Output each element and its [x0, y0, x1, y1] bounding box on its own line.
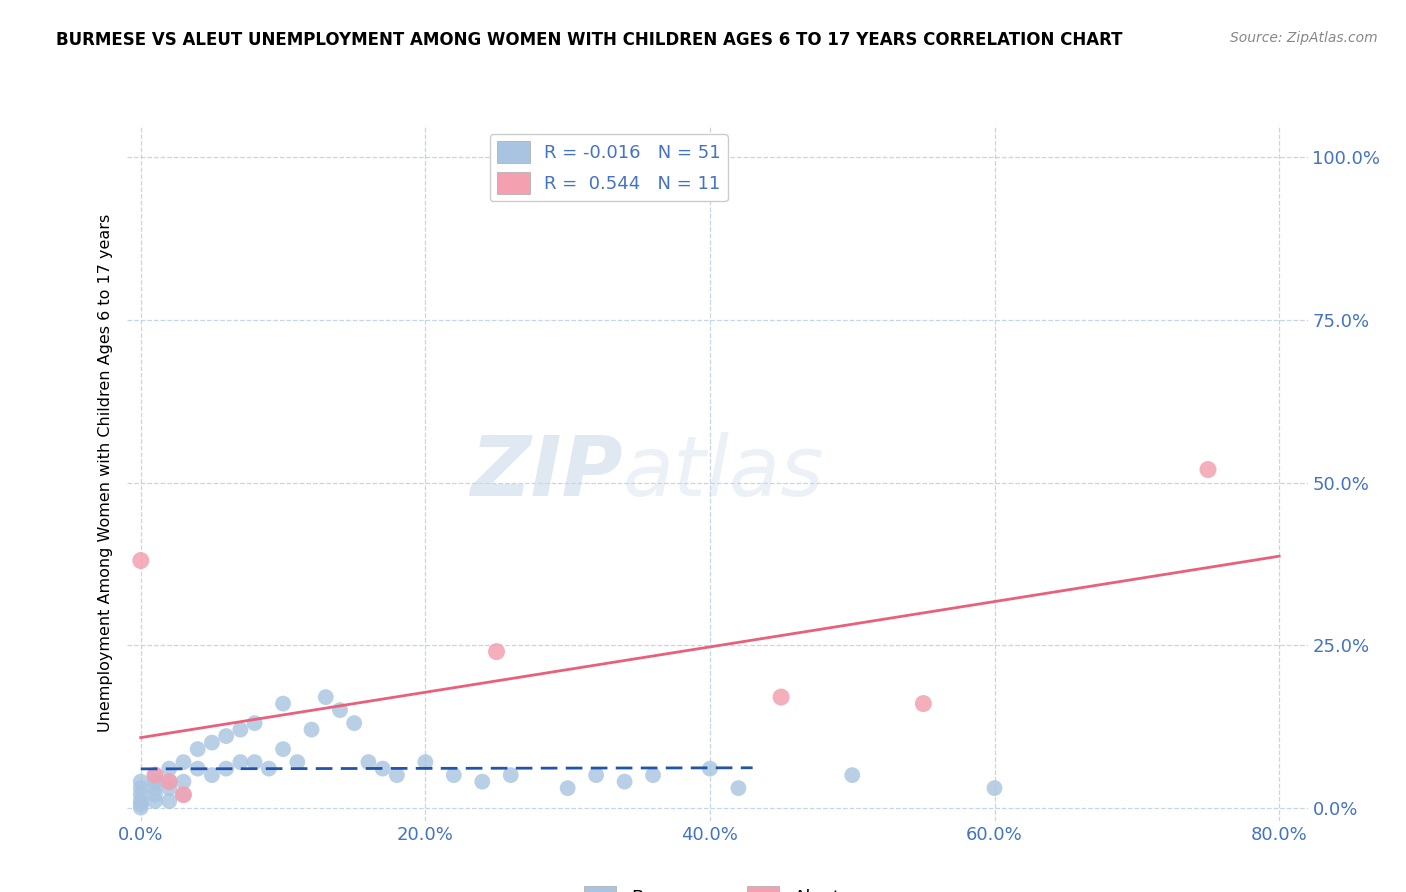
Text: ZIP: ZIP [470, 433, 623, 513]
Point [172, 788, 194, 802]
Text: Source: ZipAtlas.com: Source: ZipAtlas.com [1230, 31, 1378, 45]
Point [157, 781, 180, 796]
Point [285, 755, 308, 769]
Point [243, 755, 266, 769]
Point [315, 690, 337, 704]
Point [329, 703, 352, 717]
Point [143, 781, 166, 796]
Point [443, 768, 465, 782]
Point [271, 742, 294, 756]
Point [143, 774, 166, 789]
Point [357, 755, 380, 769]
Point [229, 723, 252, 737]
Point [215, 729, 238, 743]
Point [129, 781, 152, 796]
Text: BURMESE VS ALEUT UNEMPLOYMENT AMONG WOMEN WITH CHILDREN AGES 6 TO 17 YEARS CORRE: BURMESE VS ALEUT UNEMPLOYMENT AMONG WOME… [56, 31, 1123, 49]
Point [215, 762, 238, 776]
Point [912, 697, 935, 711]
Point [157, 774, 180, 789]
Point [187, 762, 209, 776]
Point [172, 774, 194, 789]
Point [157, 774, 180, 789]
Point [129, 800, 152, 814]
Point [471, 774, 494, 789]
Point [499, 768, 522, 782]
Point [983, 781, 1005, 796]
Point [157, 762, 180, 776]
Point [257, 762, 280, 776]
Y-axis label: Unemployment Among Women with Children Ages 6 to 17 years: Unemployment Among Women with Children A… [97, 214, 112, 731]
Point [143, 768, 166, 782]
Point [371, 762, 394, 776]
Point [301, 723, 323, 737]
Point [157, 794, 180, 808]
Point [485, 644, 508, 658]
Point [271, 697, 294, 711]
Point [172, 755, 194, 769]
Legend: Burmese, Aleuts: Burmese, Aleuts [576, 879, 858, 892]
Text: atlas: atlas [623, 433, 824, 513]
Point [129, 794, 152, 808]
Point [187, 742, 209, 756]
Point [1197, 462, 1219, 476]
Point [143, 794, 166, 808]
Point [841, 768, 863, 782]
Point [613, 774, 636, 789]
Point [415, 755, 437, 769]
Point [129, 797, 152, 812]
Point [143, 768, 166, 782]
Point [129, 553, 152, 567]
Point [557, 781, 579, 796]
Point [585, 768, 607, 782]
Point [229, 755, 252, 769]
Point [201, 736, 224, 750]
Point [129, 788, 152, 802]
Point [129, 774, 152, 789]
Point [172, 788, 194, 802]
Point [641, 768, 664, 782]
Point [243, 716, 266, 731]
Point [699, 762, 721, 776]
Point [143, 788, 166, 802]
Point [385, 768, 408, 782]
Point [343, 716, 366, 731]
Point [201, 768, 224, 782]
Point [727, 781, 749, 796]
Point [770, 690, 793, 704]
